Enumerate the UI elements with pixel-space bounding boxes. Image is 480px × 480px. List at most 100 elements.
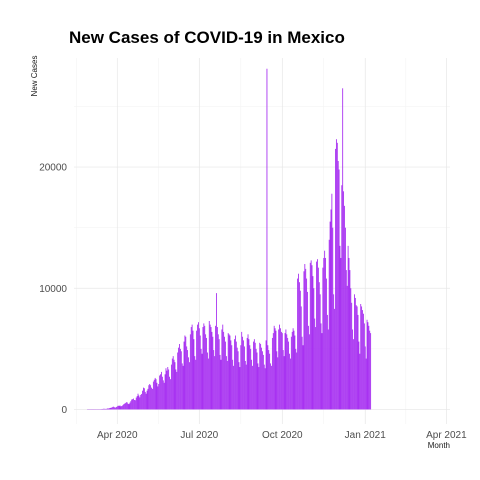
bar: [300, 306, 302, 410]
bar: [307, 291, 308, 410]
bar: [266, 68, 268, 410]
bar: [196, 330, 198, 410]
bar: [149, 384, 151, 410]
bar: [356, 306, 358, 410]
bar: [136, 396, 138, 410]
bar: [207, 358, 209, 410]
bar: [331, 193, 333, 410]
bar: [258, 367, 260, 410]
bar: [200, 348, 202, 410]
bar: [181, 363, 183, 410]
bar: [336, 142, 338, 410]
bar: [357, 314, 359, 410]
bar: [280, 328, 281, 410]
bar: [165, 368, 167, 410]
bar: [193, 339, 195, 410]
bar: [353, 339, 354, 410]
bar: [151, 387, 152, 410]
bar: [345, 270, 347, 410]
bar: [115, 407, 116, 410]
bar: [272, 333, 274, 410]
bar: [237, 351, 239, 410]
bar: [134, 400, 136, 410]
bar: [358, 341, 360, 410]
bar: [109, 408, 111, 410]
bar: [147, 388, 149, 410]
bar: [257, 363, 259, 410]
bar: [160, 374, 161, 410]
bar: [264, 368, 266, 410]
bar: [166, 370, 168, 410]
bar: [278, 329, 280, 410]
bar: [286, 334, 288, 410]
bar: [319, 294, 321, 410]
bar: [305, 268, 307, 410]
bar: [133, 398, 134, 410]
bar: [128, 404, 130, 410]
bar: [143, 388, 145, 410]
bar: [317, 259, 318, 410]
bar: [205, 334, 207, 410]
bar: [328, 239, 330, 410]
y-axis-title: New Cases: [30, 56, 39, 97]
bar: [227, 333, 229, 410]
bar: [306, 278, 308, 410]
bar: [318, 282, 320, 410]
bar: [324, 250, 326, 410]
bar: [106, 408, 108, 410]
bar: [169, 376, 170, 410]
bar: [104, 408, 106, 410]
bar: [142, 390, 143, 410]
bar: [344, 205, 345, 410]
bar: [140, 394, 142, 410]
x-tick-label: Jan 2021: [345, 430, 387, 441]
bar: [155, 379, 157, 410]
bar: [255, 348, 257, 410]
bars-series: [87, 68, 372, 410]
bar: [213, 350, 215, 410]
bar: [275, 330, 277, 410]
bar: [267, 345, 269, 410]
bar: [170, 364, 172, 410]
bar: [322, 267, 324, 410]
bar: [367, 322, 369, 410]
bar: [359, 353, 361, 410]
bar: [125, 402, 127, 410]
bar: [292, 328, 294, 410]
bar: [161, 371, 162, 410]
axis-ticks: 0 10000 20000 Apr 2020 Jul 2020 Oct 2020 Jan 2…: [39, 163, 467, 441]
bar: [219, 354, 221, 410]
bar: [150, 385, 152, 410]
bar: [327, 329, 329, 410]
bar: [347, 245, 349, 410]
bar: [130, 401, 132, 410]
bar: [304, 264, 306, 410]
bar: [293, 330, 295, 410]
bar: [182, 365, 184, 410]
bar: [208, 320, 210, 410]
bar: [223, 331, 225, 410]
bar: [106, 408, 107, 410]
bar: [188, 357, 189, 410]
bar: [253, 339, 255, 410]
bar: [179, 348, 181, 410]
bar: [236, 347, 238, 410]
bar: [350, 288, 352, 410]
chart-title: New Cases of COVID-19 in Mexico: [69, 28, 345, 47]
bar: [159, 375, 161, 410]
bar: [212, 336, 214, 410]
bar: [265, 340, 267, 410]
bar: [174, 362, 176, 410]
bar: [341, 185, 343, 410]
bar: [228, 334, 230, 410]
bar: [325, 257, 326, 410]
bar: [364, 346, 366, 410]
bar: [303, 271, 305, 410]
bar: [244, 360, 246, 410]
bar: [243, 340, 244, 410]
bar: [195, 359, 197, 410]
bar: [329, 221, 331, 410]
bar: [245, 364, 247, 410]
bar: [313, 288, 315, 410]
bar: [123, 404, 124, 410]
